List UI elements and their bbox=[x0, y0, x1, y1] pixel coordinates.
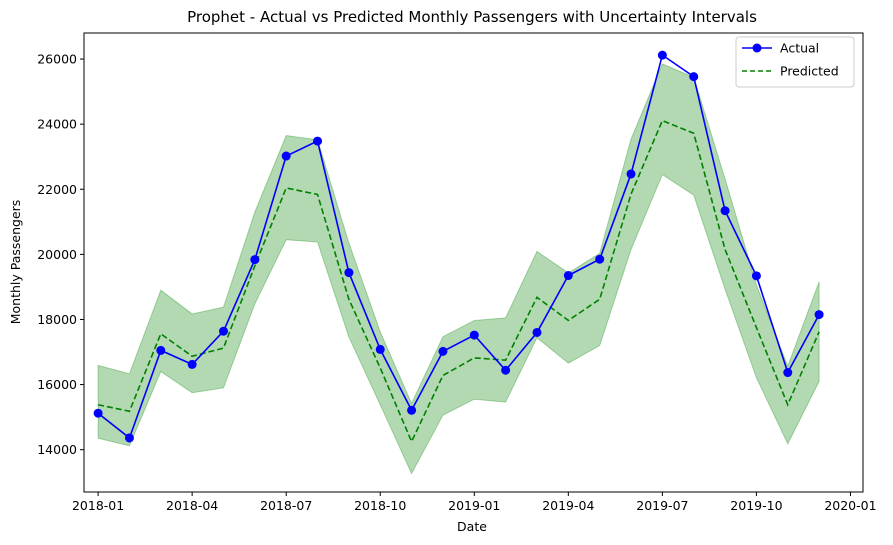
actual-point bbox=[469, 330, 479, 340]
x-tick-label: 2019-04 bbox=[542, 498, 594, 513]
actual-point bbox=[657, 50, 667, 60]
y-axis: 14000 16000 18000 20000 22000 24000 26000 bbox=[37, 52, 84, 457]
actual-point bbox=[219, 326, 228, 336]
actual-point bbox=[93, 408, 103, 418]
series-line-actual bbox=[97, 53, 820, 440]
legend-predicted-label: Predicted bbox=[780, 64, 839, 79]
actual-point bbox=[407, 405, 417, 415]
x-tick-label: 2018-07 bbox=[260, 498, 312, 513]
y-tick-label: 16000 bbox=[37, 377, 77, 392]
chart-title: Prophet - Actual vs Predicted Monthly Pa… bbox=[187, 8, 757, 26]
y-tick-label: 14000 bbox=[37, 442, 77, 457]
actual-point bbox=[438, 346, 448, 356]
y-tick-label: 24000 bbox=[37, 117, 77, 132]
x-tick-label: 2019-07 bbox=[636, 498, 688, 513]
y-tick-label: 18000 bbox=[37, 312, 77, 327]
actual-point bbox=[250, 255, 260, 265]
actual-point bbox=[156, 345, 166, 355]
actual-point bbox=[124, 433, 134, 443]
actual-point bbox=[187, 359, 197, 369]
x-tick-label: 2020-01 bbox=[824, 498, 876, 513]
y-axis-title: Monthly Passengers bbox=[8, 200, 23, 325]
x-tick-label: 2019-10 bbox=[730, 498, 782, 513]
actual-point bbox=[689, 72, 699, 82]
actual-point bbox=[783, 368, 793, 378]
x-tick-label: 2019-01 bbox=[448, 498, 500, 513]
actual-point bbox=[626, 169, 636, 179]
x-tick-label: 2018-10 bbox=[354, 498, 406, 513]
actual-point bbox=[532, 327, 542, 337]
plot-frame bbox=[83, 32, 864, 493]
x-tick-label: 2018-01 bbox=[72, 498, 124, 513]
legend-actual-label: Actual bbox=[780, 41, 819, 56]
x-axis: 2018-01 2018-04 2018-07 2018-10 2019-01 2019-… bbox=[72, 492, 877, 513]
x-tick-label: 2018-04 bbox=[166, 498, 218, 513]
actual-point bbox=[720, 206, 730, 216]
series-line-predicted bbox=[97, 119, 820, 444]
x-axis-title: Date bbox=[457, 519, 487, 534]
actual-point bbox=[751, 271, 761, 281]
actual-point bbox=[814, 310, 824, 320]
actual-point bbox=[344, 268, 354, 278]
actual-point bbox=[501, 365, 511, 375]
actual-point bbox=[313, 136, 323, 146]
legend-actual-marker bbox=[752, 43, 762, 53]
actual-point bbox=[563, 271, 573, 281]
plot-area bbox=[93, 50, 824, 475]
actual-point bbox=[281, 151, 291, 161]
uncertainty-band bbox=[97, 63, 820, 475]
actual-point bbox=[595, 254, 605, 264]
y-tick-label: 22000 bbox=[37, 182, 77, 197]
y-tick-label: 20000 bbox=[37, 247, 77, 262]
actual-point bbox=[375, 344, 385, 354]
legend-box bbox=[735, 36, 855, 88]
y-tick-label: 26000 bbox=[37, 52, 77, 67]
legend: Actual Predicted bbox=[735, 36, 855, 88]
